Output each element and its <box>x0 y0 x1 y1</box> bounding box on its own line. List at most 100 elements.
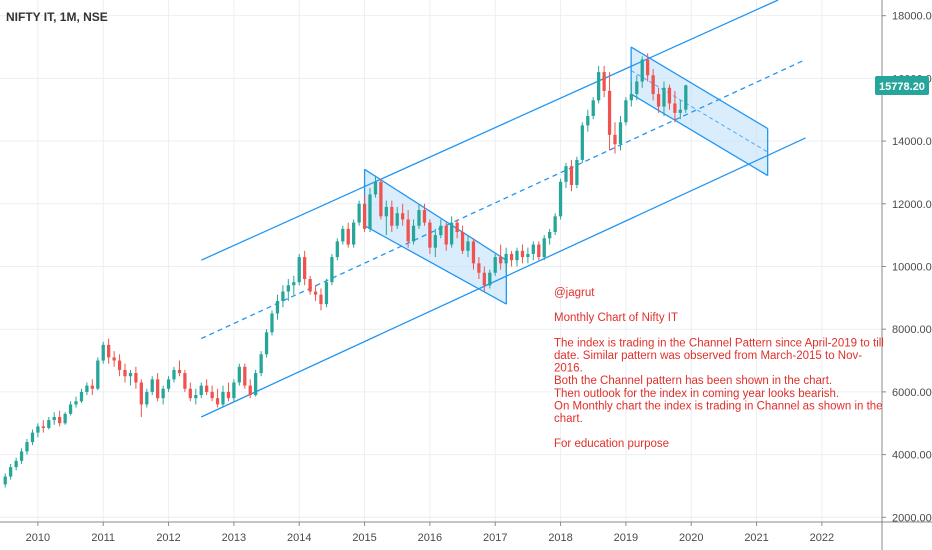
candle-body <box>493 257 497 273</box>
candle-body <box>205 385 209 392</box>
candle-body <box>58 416 62 424</box>
candle-body <box>384 206 388 217</box>
candle-body <box>673 103 677 113</box>
candle-body <box>373 181 378 195</box>
candle-body <box>439 225 443 236</box>
candle-body <box>352 222 356 245</box>
candle-body <box>537 244 541 258</box>
candle-body <box>308 279 312 292</box>
candle-body <box>85 385 89 392</box>
candle-body <box>684 85 688 110</box>
candle-body <box>47 420 51 428</box>
candle-body <box>591 100 595 116</box>
candlesticks <box>3 53 688 488</box>
candle-body <box>194 395 198 399</box>
candle-body <box>450 222 454 245</box>
channel-lower-edge <box>364 225 507 305</box>
candle-body <box>68 404 73 414</box>
annotation-line: date. Similar pattern was observed from … <box>554 350 862 362</box>
candle-body <box>390 206 394 226</box>
last-price-tag: 15778.20 <box>875 76 929 95</box>
candle-body <box>221 391 225 405</box>
candle-body <box>145 391 149 405</box>
candle-body <box>123 369 127 377</box>
candle-body <box>607 90 612 135</box>
candle-body <box>166 379 171 389</box>
candle-body <box>564 166 568 182</box>
candle-body <box>292 282 296 286</box>
x-tick-label: 2012 <box>156 532 180 544</box>
trend-channel-midline <box>200 58 806 340</box>
candle-body <box>362 203 367 229</box>
candle-body <box>482 272 486 286</box>
candle-body <box>624 100 628 123</box>
candle-body <box>509 253 514 261</box>
candle-body <box>531 244 535 254</box>
candle-body <box>520 250 525 258</box>
candle-body <box>188 388 192 399</box>
candle-body <box>101 344 105 361</box>
annotation-line: Monthly Chart of Nifty IT <box>554 312 678 324</box>
candle-body <box>177 369 182 374</box>
candle-body <box>466 241 470 251</box>
chart-title: NIFTY IT, 1M, NSE <box>6 10 108 24</box>
x-tick-label: 2013 <box>222 532 246 544</box>
x-tick-label: 2019 <box>614 532 638 544</box>
candle-body <box>422 210 427 223</box>
candle-body <box>183 373 187 389</box>
y-tick-label: 12000.00 <box>892 199 932 211</box>
candle-body <box>112 357 116 361</box>
x-tick-label: 2020 <box>679 532 703 544</box>
channel-lower-edge <box>630 93 768 177</box>
candle-body <box>254 373 258 396</box>
candle-body <box>640 59 644 82</box>
last-price-value: 15778.20 <box>879 81 925 93</box>
candle-body <box>74 401 78 405</box>
y-tick-label: 18000.00 <box>892 11 932 23</box>
candle-body <box>618 122 623 145</box>
x-tick-label: 2015 <box>352 532 376 544</box>
candle-body <box>232 382 236 399</box>
candle-body <box>602 72 606 91</box>
candle-body <box>678 109 682 113</box>
annotation-line: Both the Channel pattern has been shown … <box>554 375 832 387</box>
candle-body <box>662 87 666 107</box>
candle-body <box>629 94 633 101</box>
candle-body <box>25 442 29 452</box>
candle-body <box>139 382 143 405</box>
candle-body <box>259 354 263 374</box>
x-tick-label: 2018 <box>548 532 572 544</box>
candle-body <box>395 213 399 226</box>
y-tick-label: 6000.00 <box>892 387 932 399</box>
candle-body <box>417 210 421 226</box>
candle-body <box>656 94 661 107</box>
candle-body <box>526 253 530 258</box>
candle-body <box>14 460 18 468</box>
candle-body <box>128 373 133 377</box>
annotation-text: @jagrut Monthly Chart of Nifty IT The inde… <box>554 287 884 450</box>
annotation-line: The index is trading in the Channel Patt… <box>554 337 884 349</box>
candle-body <box>79 391 84 402</box>
candle-body <box>406 219 410 242</box>
candle-body <box>324 282 329 305</box>
candle-body <box>41 426 45 428</box>
x-tick-label: 2014 <box>287 532 311 544</box>
candle-body <box>36 426 40 433</box>
y-tick-label: 4000.00 <box>892 450 932 462</box>
candle-body <box>319 294 323 305</box>
candle-body <box>433 235 437 248</box>
candle-body <box>586 116 590 126</box>
candle-body <box>30 432 35 443</box>
candle-body <box>215 398 220 405</box>
candle-body <box>667 87 672 104</box>
candle-body <box>210 391 214 399</box>
candle-body <box>401 213 405 220</box>
channel-upper-edge <box>630 46 768 130</box>
candle-body <box>335 241 339 258</box>
annotation-line: @jagrut <box>554 287 595 299</box>
candle-body <box>613 134 617 145</box>
candle-body <box>134 373 138 383</box>
candle-body <box>264 332 269 355</box>
